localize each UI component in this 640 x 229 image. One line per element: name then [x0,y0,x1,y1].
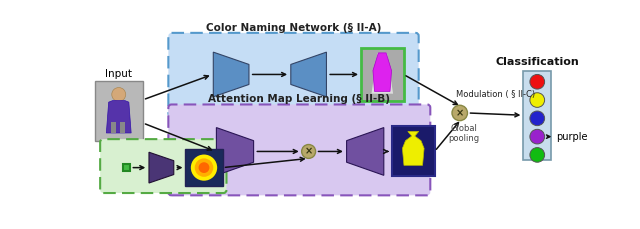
FancyBboxPatch shape [95,81,143,142]
FancyBboxPatch shape [392,126,435,177]
Text: ×: × [305,147,313,156]
FancyBboxPatch shape [168,104,430,195]
Polygon shape [291,52,326,97]
Text: Classification: Classification [495,57,579,67]
FancyBboxPatch shape [120,122,125,133]
Text: Global
pooling: Global pooling [448,124,479,143]
Polygon shape [213,52,249,97]
FancyBboxPatch shape [123,164,131,172]
Circle shape [530,111,545,126]
Circle shape [191,155,217,181]
Polygon shape [373,53,392,91]
Polygon shape [149,152,174,183]
Polygon shape [106,101,131,133]
Circle shape [301,144,316,158]
FancyBboxPatch shape [186,149,223,186]
Text: Color Naming Network (§ II-A): Color Naming Network (§ II-A) [206,23,381,33]
FancyBboxPatch shape [111,122,116,133]
Polygon shape [216,128,253,175]
Polygon shape [403,131,424,165]
FancyBboxPatch shape [100,139,227,193]
Circle shape [195,158,213,177]
Circle shape [452,105,467,121]
Text: Modulation ( § II-C): Modulation ( § II-C) [456,90,535,99]
Circle shape [198,162,209,173]
Circle shape [112,87,125,101]
Text: Attention Map Learning (§ II-B): Attention Map Learning (§ II-B) [209,95,390,104]
Circle shape [530,93,545,107]
Circle shape [530,148,545,162]
Polygon shape [347,128,384,175]
FancyBboxPatch shape [168,33,419,116]
Polygon shape [371,53,393,94]
Circle shape [530,129,545,144]
FancyBboxPatch shape [524,71,551,160]
Text: ×: × [456,108,464,118]
Text: Input: Input [105,69,132,79]
Circle shape [530,74,545,89]
Text: purple: purple [556,132,588,142]
FancyBboxPatch shape [361,48,404,101]
